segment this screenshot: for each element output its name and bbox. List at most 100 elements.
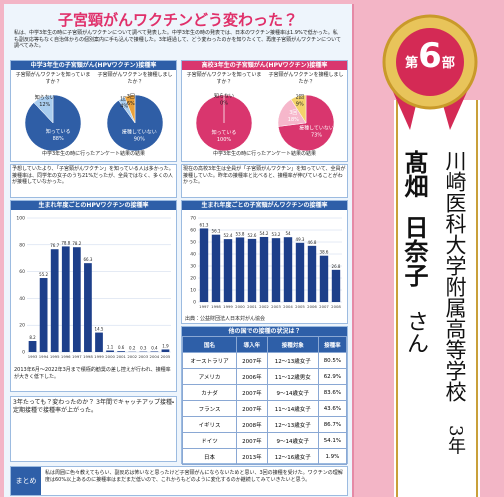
bar <box>95 333 103 352</box>
bar <box>248 239 256 302</box>
table-cell: カナダ <box>183 385 237 401</box>
bar <box>308 246 316 302</box>
x-tick-label: 2000 <box>235 304 245 309</box>
table-cell: 86.7% <box>318 417 346 433</box>
x-tick-label: 2001 <box>247 304 257 309</box>
value-label: 55.2 <box>39 272 48 277</box>
table-cell: ドイツ <box>183 433 237 449</box>
note-text: 現在の高校3年生は全員が「子宮頸がんワクチン」を知っていて、全員が接種していた。… <box>181 164 348 198</box>
y-tick-label: 100 <box>16 216 25 222</box>
table-row: 日本2013年12〜16歳女子1.9% <box>183 449 347 465</box>
table-cell: 2013年 <box>237 449 268 465</box>
x-tick-label: 1994 <box>39 354 49 359</box>
bar <box>260 237 268 302</box>
x-tick-label: 2005 <box>161 354 171 359</box>
value-label: 1.1 <box>107 345 114 350</box>
pie-chart: 知っている100%知らない0% <box>184 81 264 161</box>
slice-label: 知っている <box>46 128 71 135</box>
slice-label: 知っている <box>212 129 237 136</box>
panel: 中学3年生の子宮頸がん(HPVワクチン)接種率 子宮頸がんワクチンを知っています… <box>10 60 177 162</box>
bar <box>162 349 170 352</box>
value-label: 0.2 <box>129 346 136 351</box>
table-cell: 2007年 <box>237 433 268 449</box>
x-tick-label: 2000 <box>105 354 115 359</box>
table: 国名導入年接種対象接種率オーストラリア2007年12〜13歳女子80.5%アメリ… <box>182 336 347 465</box>
table-cell: 1.9% <box>318 449 346 465</box>
summary: まとめ 私は周囲に色々教えてもらい、副反応は怖いなと思ったけど子宮頸がんにならな… <box>10 466 348 496</box>
table-cell: 9〜14歳女子 <box>267 433 318 449</box>
table-cell: 11〜12歳男女 <box>267 369 318 385</box>
slice-value: 0% <box>220 101 228 107</box>
table-cell: 62.9% <box>318 369 346 385</box>
value-label: 46.8 <box>308 240 317 245</box>
badge-prefix: 第 <box>405 56 418 71</box>
x-tick-label: 2006 <box>307 304 317 309</box>
lower-note: 3年たっても？変わったのか？ 3年間でキャッチアップ接種・定期接種で接種率が上が… <box>10 396 177 462</box>
y-tick-label: 10 <box>190 288 196 294</box>
table-header-row: 国名導入年接種対象接種率 <box>183 337 347 353</box>
table-row: オーストラリア2007年12〜13歳女子80.5% <box>183 353 347 369</box>
slice-value: 9% <box>296 101 304 107</box>
panel-note: 中学3年生の時に行ったアンケート結果の結果 <box>186 151 343 158</box>
table-cell: 9〜14歳女子 <box>267 385 318 401</box>
x-tick-label: 2003 <box>271 304 281 309</box>
bar <box>29 341 37 352</box>
slice-label: 知らない <box>214 93 234 100</box>
badge: 第6部 <box>400 36 460 86</box>
source: 出典：公益財団法人日本対がん協会 <box>182 316 347 323</box>
value-label: 38.6 <box>320 250 329 255</box>
value-label: 1.9 <box>162 343 169 348</box>
x-tick-label: 1997 <box>199 304 209 309</box>
column-header: 導入年 <box>237 337 268 353</box>
bar <box>40 278 48 352</box>
pie-chart: 接種していない90%1回4%3回6% <box>95 81 175 161</box>
bar <box>224 239 232 302</box>
value-label: 53.8 <box>236 231 245 236</box>
x-tick-label: 2002 <box>127 354 137 359</box>
x-tick-label: 1993 <box>28 354 38 359</box>
value-label: 26.8 <box>332 264 341 269</box>
table-cell: 83.6% <box>318 385 346 401</box>
bar <box>272 238 280 302</box>
table-cell: 12〜13歳女子 <box>267 417 318 433</box>
table-cell: イギリス <box>183 417 237 433</box>
x-tick-label: 1996 <box>61 354 71 359</box>
page: 子宮頸がんワクチンどう変わった？ 私は、中学3年生の時に子宮頸がんワクチンについ… <box>0 0 504 497</box>
x-tick-label: 2002 <box>259 304 269 309</box>
x-tick-label: 2008 <box>331 304 341 309</box>
panel-heading: 中学3年生の子宮頸がん(HPVワクチン)接種率 <box>11 61 176 70</box>
table-cell: 2007年 <box>237 385 268 401</box>
x-tick-label: 1998 <box>83 354 93 359</box>
note-text: 予想していたより、「子宮頸がんワクチン」を知っている人は多かった。接種率は、同学… <box>10 164 177 198</box>
bar <box>284 237 292 302</box>
bar <box>212 235 220 302</box>
x-tick-label: 2005 <box>295 304 305 309</box>
bar <box>296 243 304 302</box>
value-label: 52.6 <box>248 233 257 238</box>
value-label: 14.5 <box>95 327 104 332</box>
slice-value: 90% <box>134 136 145 142</box>
table-cell: 11〜14歳女子 <box>267 401 318 417</box>
slice-value: 88% <box>53 136 64 142</box>
slice-label: 3回 <box>289 110 297 116</box>
value-label: 52.4 <box>224 233 233 238</box>
bar-chart: 0204060801001993199419951996199719981999… <box>11 210 176 362</box>
table-cell: アメリカ <box>183 369 237 385</box>
value-label: 54.2 <box>260 231 269 236</box>
bar <box>73 247 81 352</box>
x-tick-label: 2007 <box>319 304 329 309</box>
table-cell: オーストラリア <box>183 353 237 369</box>
poster-title: 子宮頸がんワクチンどう変わった？ <box>4 9 352 30</box>
y-tick-label: 20 <box>19 323 25 329</box>
slice-value: 73% <box>311 132 322 138</box>
x-tick-label: 1999 <box>94 354 104 359</box>
source: 2013年6月〜2022年3月まで積極的勧奨の差し控えが行われ、接種率が大きく低… <box>11 366 176 381</box>
y-tick-label: 30 <box>190 264 196 270</box>
y-tick-label: 20 <box>190 276 196 282</box>
